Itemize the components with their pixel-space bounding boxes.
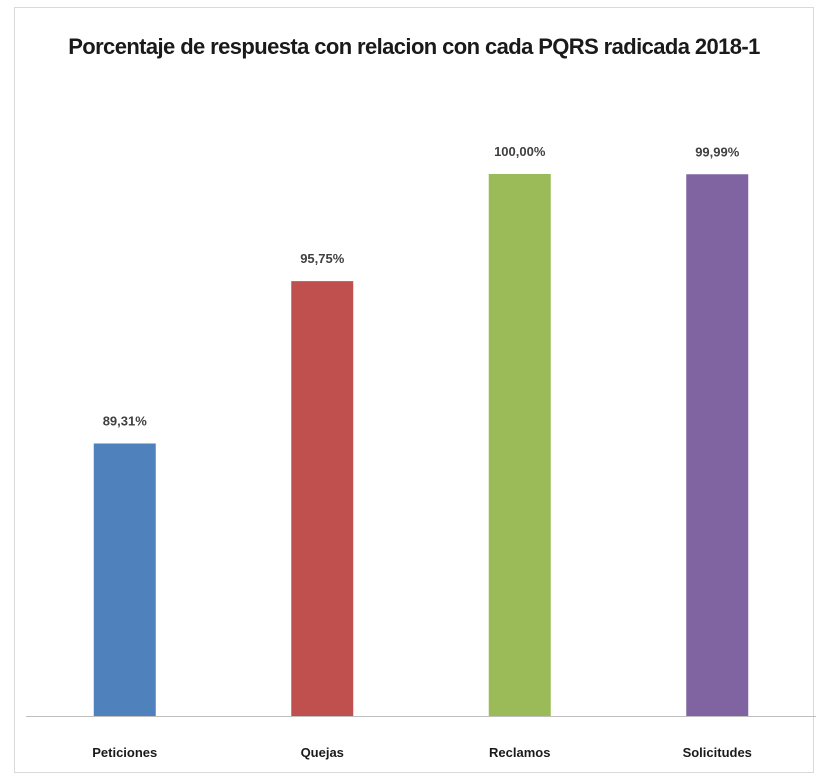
chart-title: Porcentaje de respuesta con relacion con… <box>68 34 760 59</box>
bars-group <box>93 174 749 717</box>
x-tick-label-quejas: Quejas <box>301 745 344 760</box>
data-label-quejas: 95,75% <box>300 251 345 266</box>
x-tick-label-reclamos: Reclamos <box>489 745 550 760</box>
data-label-solicitudes: 99,99% <box>695 144 740 159</box>
data-label-peticiones: 89,31% <box>103 413 148 428</box>
bar-reclamos <box>488 174 551 716</box>
bar-solicitudes <box>686 174 749 717</box>
bar-quejas <box>291 281 354 716</box>
data-labels-group: 89,31% 95,75% 100,00% 99,99% <box>103 144 740 428</box>
x-tick-label-peticiones: Peticiones <box>92 745 157 760</box>
x-tick-label-solicitudes: Solicitudes <box>683 745 752 760</box>
data-label-reclamos: 100,00% <box>494 144 546 159</box>
bar-peticiones <box>93 443 156 716</box>
x-tick-labels-group: Peticiones Quejas Reclamos Solicitudes <box>92 745 752 760</box>
